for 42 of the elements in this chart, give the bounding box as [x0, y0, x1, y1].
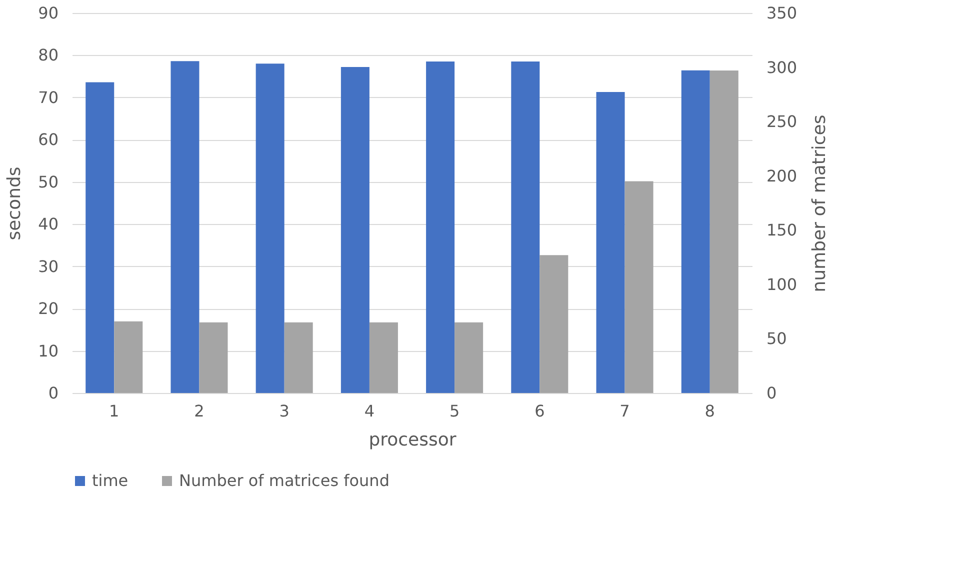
x-tick-label: 4	[364, 402, 375, 420]
y2-tick-label: 100	[766, 274, 798, 294]
x-tick-label: 8	[704, 402, 715, 420]
x-tick-label: 3	[279, 402, 290, 420]
y-tick-label: 70	[38, 88, 58, 107]
x-tick-label: 2	[194, 402, 204, 420]
y2-axis-title: number of matrices	[809, 114, 830, 292]
y-tick-label: 50	[38, 172, 58, 192]
y2-tick-label: 50	[766, 329, 787, 348]
y-tick-label: 60	[38, 130, 58, 150]
bar	[114, 321, 143, 393]
y-tick-label: 30	[38, 256, 58, 276]
x-axis-title: processor	[368, 430, 457, 450]
y2-tick-label: 200	[766, 166, 798, 186]
y-tick-label: 80	[38, 46, 58, 65]
y-tick-label: 10	[38, 341, 58, 360]
bar	[86, 82, 114, 393]
bar	[426, 62, 455, 393]
y2-tick-label: 350	[766, 4, 798, 22]
y-tick-label: 90	[38, 4, 58, 22]
bar	[170, 61, 200, 393]
legend-label: Number of matrices found	[179, 471, 390, 490]
bar	[454, 322, 484, 393]
y-axis-title: seconds	[4, 166, 26, 240]
bar	[199, 322, 228, 393]
x-tick-label: 1	[109, 402, 120, 420]
y2-tick-label: 150	[766, 220, 798, 240]
y-tick-label: 20	[38, 299, 58, 318]
x-tick-label: 5	[449, 402, 460, 420]
y2-tick-label: 300	[766, 58, 798, 77]
bar	[256, 64, 284, 393]
y2-tick-label: 250	[766, 112, 798, 132]
bar	[340, 67, 370, 393]
y-tick-label: 0	[48, 384, 58, 402]
x-tick-label: 7	[620, 402, 630, 420]
bar	[369, 322, 398, 393]
x-tick-label: 6	[534, 402, 545, 420]
y-tick-label: 40	[38, 214, 58, 234]
legend-label: time	[92, 471, 128, 490]
y2-tick-label: 0	[766, 384, 777, 402]
bar	[284, 322, 313, 393]
bar	[511, 62, 540, 393]
